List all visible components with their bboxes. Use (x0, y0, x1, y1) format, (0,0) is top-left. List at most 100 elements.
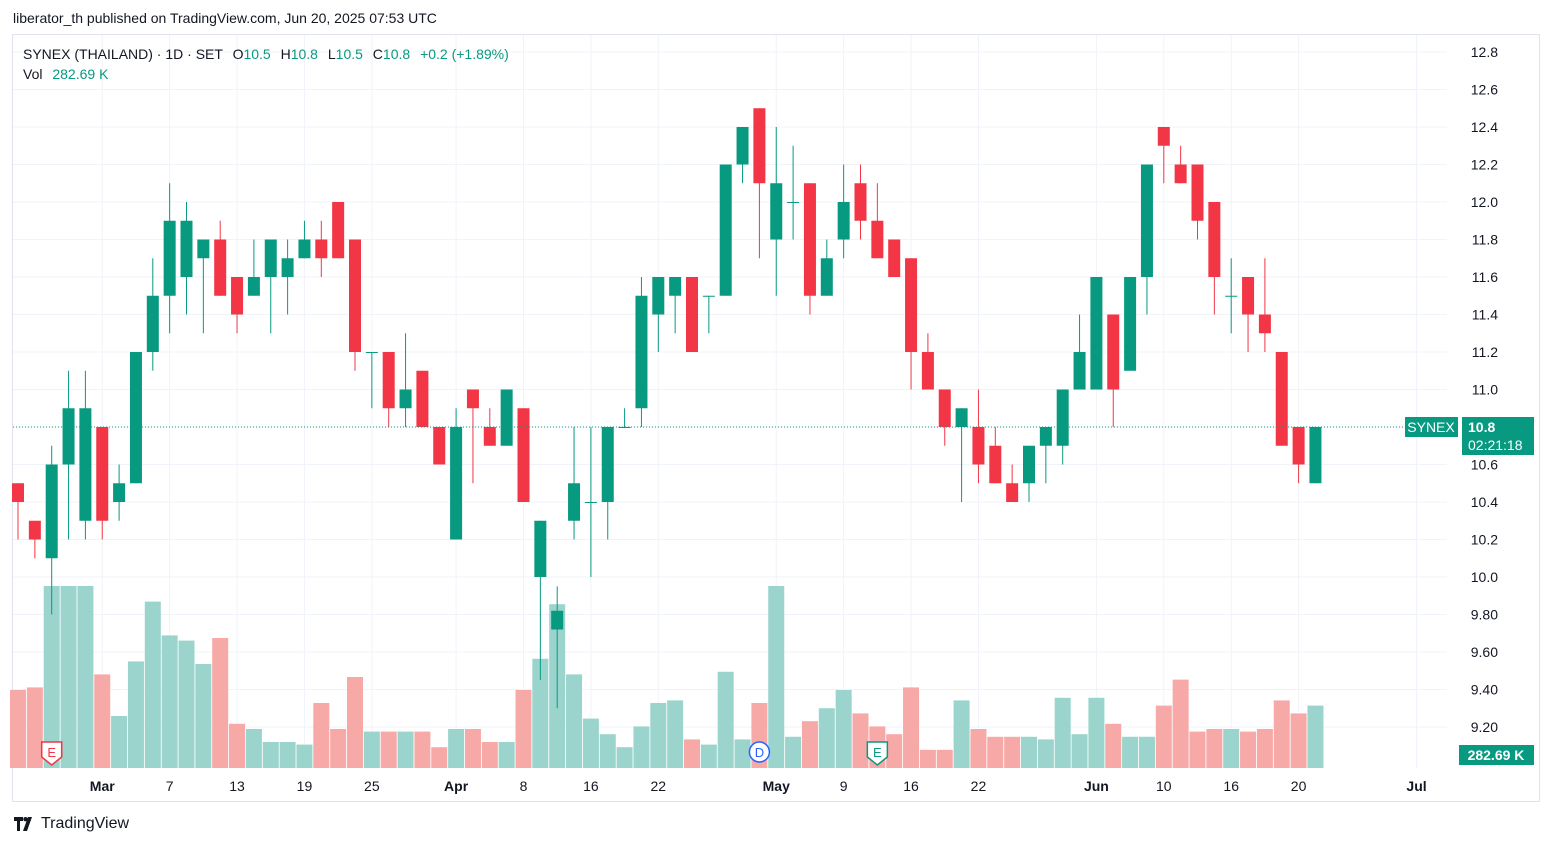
volume-bar (161, 635, 178, 768)
volume-bar (566, 674, 583, 768)
candle-body (1191, 164, 1204, 221)
candle-body (854, 183, 867, 221)
time-tick-label: 7 (166, 778, 174, 794)
price-tick-label: 9.80 (1471, 607, 1498, 623)
tradingview-brand[interactable]: TradingView (14, 815, 129, 833)
time-tick-label: 25 (364, 778, 380, 794)
price-tick-label: 11.6 (1472, 269, 1498, 285)
candle-body (719, 164, 732, 296)
volume-bar (144, 601, 161, 768)
candle-body (686, 277, 698, 352)
candle-body (972, 427, 985, 465)
candle-body (921, 352, 934, 390)
volume-bar (532, 658, 549, 768)
price-axis[interactable]: 12.8 12.6 12.4 12.2 12.0 11.8 11.6 11.4 11.2 11.0… (1471, 44, 1498, 735)
volume-bar (195, 664, 212, 768)
volume-tag-label: 282.69 K (1468, 747, 1525, 763)
volume-bar (414, 731, 431, 768)
candle-body (399, 389, 412, 409)
candle-body (129, 352, 142, 484)
candle-body (736, 127, 749, 165)
volume-bar (1088, 697, 1105, 768)
volume-bar (919, 749, 936, 768)
volume-bar (616, 747, 633, 768)
volume-bar (245, 729, 262, 768)
tradingview-logo-icon (14, 817, 32, 831)
volume-bar (734, 739, 751, 768)
time-tick-label: Jun (1084, 778, 1109, 794)
time-tick-label: 10 (1156, 778, 1172, 794)
legend-high: 10.8 (290, 46, 318, 62)
candle-body (753, 108, 766, 184)
candle-body (1039, 427, 1052, 446)
volume-bar (212, 638, 229, 768)
brand-name: TradingView (41, 815, 130, 832)
candle-body (349, 239, 361, 352)
volume-bar (650, 703, 667, 768)
legend-symbol[interactable]: SYNEX (THAILAND) · 1D · SET (23, 46, 223, 62)
volume-bar (1105, 723, 1122, 768)
price-tick-label: 11.0 (1472, 382, 1498, 398)
candle-body (62, 408, 75, 465)
symbol-tag-label: SYNEX (1407, 419, 1455, 435)
candle-body (702, 295, 715, 297)
price-tick-label: 11.4 (1472, 307, 1498, 323)
price-tick-label: 12.2 (1471, 157, 1498, 173)
candle-body (1006, 483, 1019, 502)
volume-bar (684, 739, 700, 768)
time-tick-label: Apr (444, 778, 469, 794)
volume-bar (970, 729, 987, 768)
price-tick-label: 11.8 (1472, 232, 1498, 248)
time-tick-label: 16 (903, 778, 919, 794)
time-tick-label: 22 (971, 778, 987, 794)
candle-body (1157, 127, 1170, 146)
volume-bar (700, 744, 717, 768)
chart-frame (12, 34, 1540, 802)
legend-row-volume: Vol 282.69 K (23, 64, 509, 84)
candle-body (1242, 277, 1255, 315)
volume-bar (498, 742, 515, 768)
volume-bar (1273, 700, 1290, 768)
volume-bar (279, 742, 296, 768)
candle-body (787, 202, 800, 203)
volume-bar (785, 736, 802, 768)
symbol-tag-bg (1405, 417, 1458, 437)
time-tick-label: 9 (840, 778, 848, 794)
legend-row-ohlc: SYNEX (THAILAND) · 1D · SET O10.5 H10.8 … (23, 44, 509, 64)
candle-body (635, 295, 648, 409)
candle-body (466, 389, 479, 409)
volume-bar (1122, 736, 1139, 768)
candle-body (1124, 277, 1137, 371)
legend-low: 10.5 (335, 46, 363, 62)
volume-bar (448, 729, 465, 768)
price-tick-label: 10.0 (1471, 569, 1498, 585)
volume-bar (178, 640, 195, 768)
candle-body (1309, 427, 1322, 484)
dividend-marker-label: D (755, 745, 764, 760)
volume-bar (26, 687, 43, 768)
candle-body (905, 258, 918, 352)
time-tick-label: May (763, 778, 790, 794)
legend-high-label: H (280, 46, 291, 62)
price-tick-label: 12.4 (1471, 119, 1498, 135)
earnings-marker-label: E (873, 745, 882, 760)
volume-bar (1071, 734, 1088, 768)
time-tick-label: Mar (90, 778, 115, 794)
legend-vol-label: Vol (23, 66, 43, 82)
volume-bar (835, 690, 852, 768)
legend-close-label: C (372, 46, 383, 62)
volume-bar (1138, 736, 1155, 768)
earnings-icon (866, 741, 889, 766)
volume-bar (1021, 736, 1037, 768)
volume-bar (599, 734, 616, 768)
time-tick-label: 16 (1223, 778, 1239, 794)
time-axis[interactable]: Mar 7 13 19 25 Apr 8 16 22 May 9 16 22 Jun 10 16 20 Jul (90, 778, 1427, 794)
volume-bar (1290, 713, 1307, 768)
candle-body (315, 239, 328, 259)
candle-body (79, 408, 92, 521)
volume-bar (77, 586, 94, 768)
volume-bar (296, 744, 313, 768)
legend-low-label: L (327, 46, 336, 62)
